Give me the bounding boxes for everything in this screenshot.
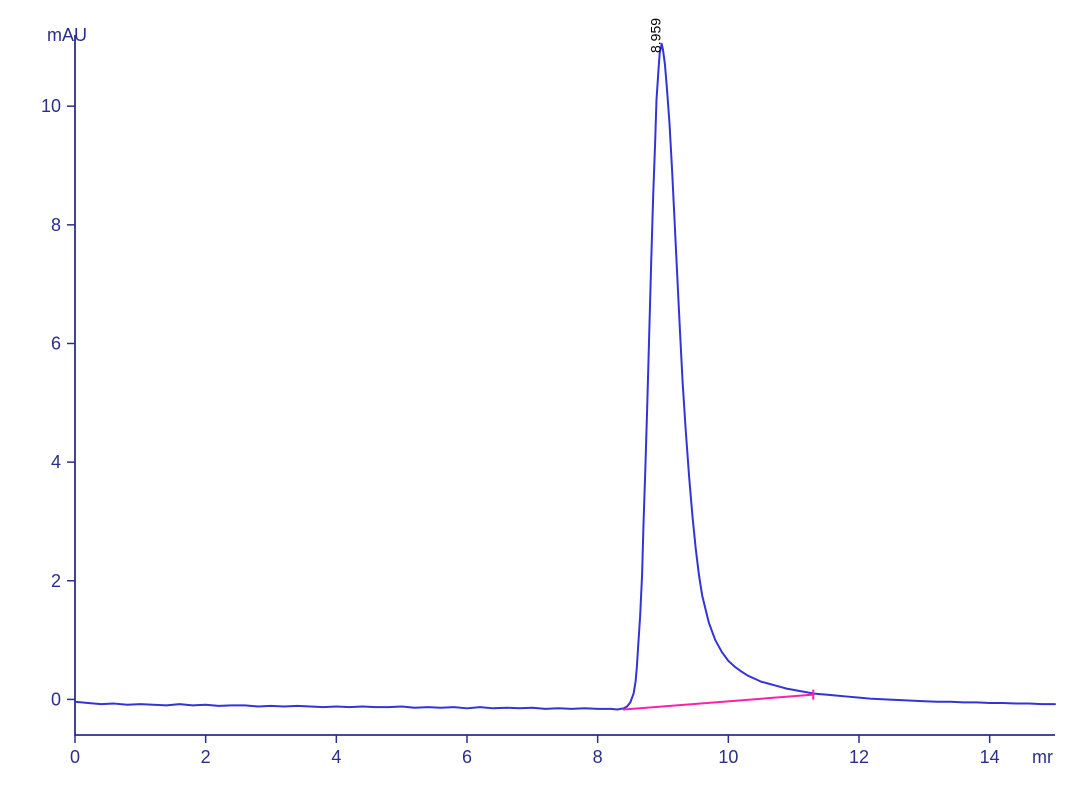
chart-bg: [0, 0, 1080, 792]
x-tick-label: 2: [201, 747, 211, 767]
x-tick-label: 8: [593, 747, 603, 767]
x-axis-title: mr: [1032, 747, 1053, 767]
x-tick-label: 6: [462, 747, 472, 767]
y-tick-label: 6: [51, 333, 61, 353]
x-tick-label: 14: [980, 747, 1000, 767]
y-axis-title: mAU: [47, 25, 87, 45]
x-tick-label: 4: [331, 747, 341, 767]
chromatogram-chart: 0 2 4 6 8 10 12 14 0 2 4 6 8 10 mAU mr 8.959: [0, 0, 1080, 792]
y-tick-label: 8: [51, 215, 61, 235]
y-tick-label: 10: [41, 96, 61, 116]
y-tick-label: 4: [51, 452, 61, 472]
peak-label: 8.959: [647, 18, 663, 53]
chart-svg: 0 2 4 6 8 10 12 14 0 2 4 6 8 10 mAU mr 8.959: [0, 0, 1080, 792]
y-tick-label: 0: [51, 689, 61, 709]
y-tick-label: 2: [51, 571, 61, 591]
x-tick-label: 12: [849, 747, 869, 767]
x-tick-label: 10: [718, 747, 738, 767]
x-tick-label: 0: [70, 747, 80, 767]
